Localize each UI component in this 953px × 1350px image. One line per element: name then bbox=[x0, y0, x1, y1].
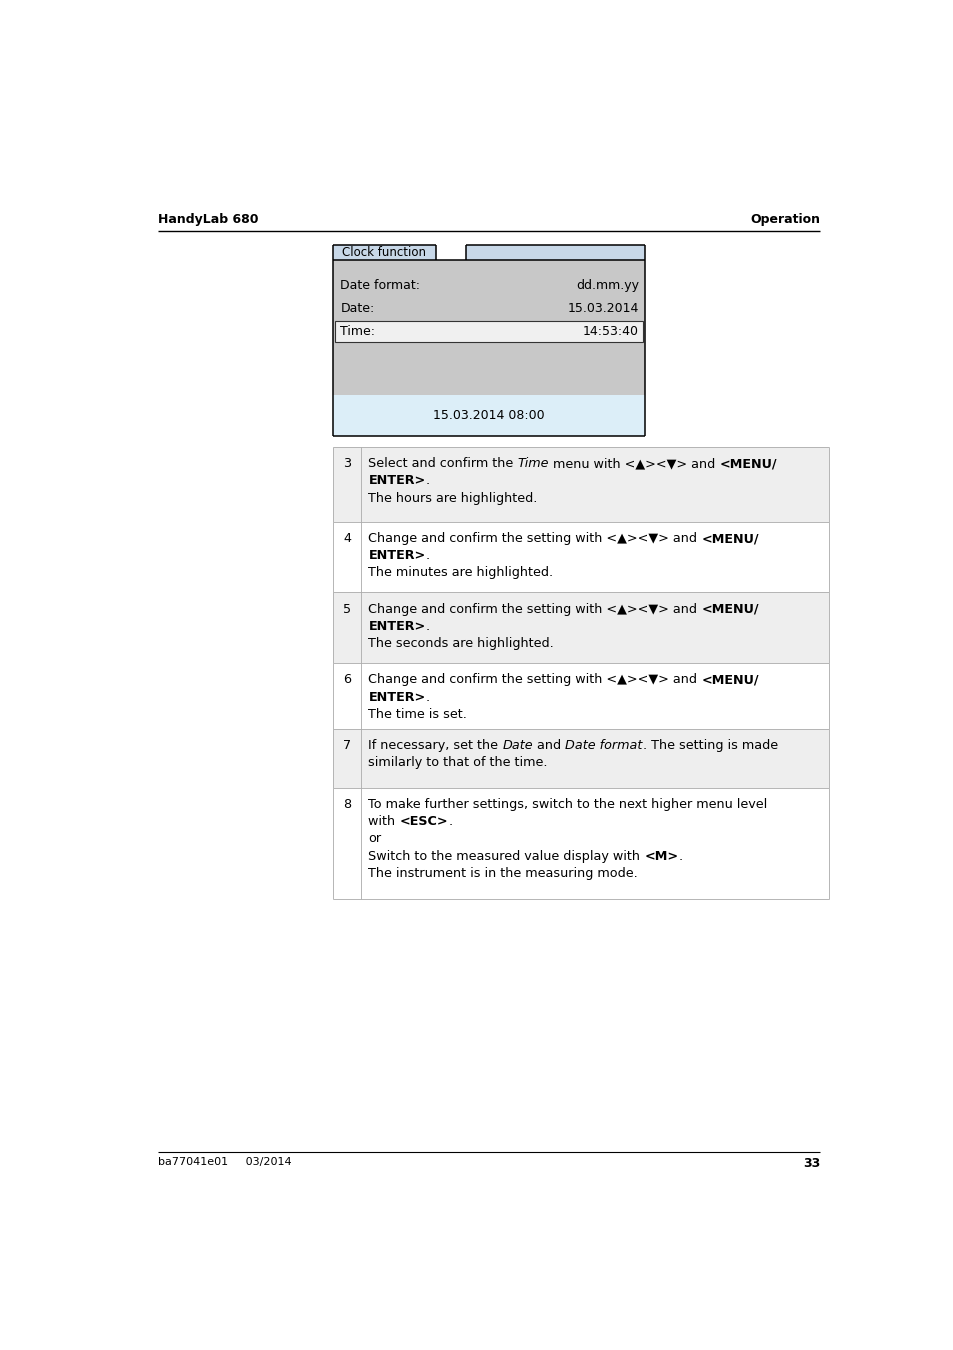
Text: Time: Time bbox=[517, 458, 549, 470]
Text: <MENU/: <MENU/ bbox=[700, 602, 759, 616]
Bar bbox=[333, 246, 436, 259]
Bar bbox=[333, 394, 644, 436]
Text: <MENU/: <MENU/ bbox=[719, 458, 776, 470]
Text: .: . bbox=[425, 474, 430, 487]
Text: ENTER>: ENTER> bbox=[368, 691, 425, 703]
Text: Date format: Date format bbox=[564, 738, 642, 752]
Bar bbox=[465, 246, 644, 259]
Text: 6: 6 bbox=[343, 674, 351, 686]
Text: 4: 4 bbox=[343, 532, 351, 545]
Bar bbox=[333, 259, 644, 436]
Text: similarly to that of the time.: similarly to that of the time. bbox=[368, 756, 547, 770]
Bar bbox=[333, 447, 828, 521]
Text: Clock function: Clock function bbox=[341, 246, 425, 259]
Text: The seconds are highlighted.: The seconds are highlighted. bbox=[368, 637, 554, 651]
Text: The minutes are highlighted.: The minutes are highlighted. bbox=[368, 567, 553, 579]
Text: <ESC>: <ESC> bbox=[399, 815, 448, 829]
Text: menu with <▲><▼> and: menu with <▲><▼> and bbox=[549, 458, 719, 470]
Text: ba77041e01     03/2014: ba77041e01 03/2014 bbox=[157, 1157, 291, 1166]
Text: Select and confirm the: Select and confirm the bbox=[368, 458, 517, 470]
Text: 5: 5 bbox=[342, 602, 351, 616]
Text: ENTER>: ENTER> bbox=[368, 474, 425, 487]
Text: The hours are highlighted.: The hours are highlighted. bbox=[368, 491, 537, 505]
Text: .: . bbox=[678, 849, 682, 863]
Bar bbox=[333, 593, 828, 663]
Text: Date: Date bbox=[502, 738, 533, 752]
Text: 3: 3 bbox=[342, 458, 351, 470]
Text: . The setting is made: . The setting is made bbox=[642, 738, 777, 752]
Text: .: . bbox=[448, 815, 452, 829]
Text: 15.03.2014: 15.03.2014 bbox=[567, 302, 639, 315]
Text: Change and confirm the setting with <▲><▼> and: Change and confirm the setting with <▲><… bbox=[368, 602, 700, 616]
Bar bbox=[335, 321, 642, 342]
Bar bbox=[333, 729, 828, 788]
Text: 15.03.2014 08:00: 15.03.2014 08:00 bbox=[433, 409, 544, 423]
Text: .: . bbox=[425, 549, 430, 562]
Text: HandyLab 680: HandyLab 680 bbox=[157, 213, 258, 225]
Text: Operation: Operation bbox=[749, 213, 820, 225]
Text: .: . bbox=[425, 691, 430, 703]
Text: or: or bbox=[368, 833, 381, 845]
Text: Change and confirm the setting with <▲><▼> and: Change and confirm the setting with <▲><… bbox=[368, 674, 700, 686]
Text: Date:: Date: bbox=[340, 302, 375, 315]
Text: and: and bbox=[533, 738, 564, 752]
Text: 7: 7 bbox=[342, 738, 351, 752]
Text: with: with bbox=[368, 815, 399, 829]
Text: Time:: Time: bbox=[340, 325, 375, 338]
Text: 33: 33 bbox=[802, 1157, 820, 1170]
Text: Date format:: Date format: bbox=[340, 279, 420, 292]
Text: To make further settings, switch to the next higher menu level: To make further settings, switch to the … bbox=[368, 798, 767, 811]
Text: 14:53:40: 14:53:40 bbox=[582, 325, 639, 338]
Text: <MENU/: <MENU/ bbox=[700, 674, 759, 686]
Text: dd.mm.yy: dd.mm.yy bbox=[576, 279, 639, 292]
Text: If necessary, set the: If necessary, set the bbox=[368, 738, 502, 752]
Text: .: . bbox=[425, 620, 430, 633]
Text: <M>: <M> bbox=[643, 849, 678, 863]
Text: Change and confirm the setting with <▲><▼> and: Change and confirm the setting with <▲><… bbox=[368, 532, 700, 545]
Text: <MENU/: <MENU/ bbox=[700, 532, 759, 545]
Text: The instrument is in the measuring mode.: The instrument is in the measuring mode. bbox=[368, 867, 638, 880]
Text: ENTER>: ENTER> bbox=[368, 549, 425, 562]
Text: The time is set.: The time is set. bbox=[368, 707, 467, 721]
Text: 8: 8 bbox=[342, 798, 351, 811]
Text: Switch to the measured value display with: Switch to the measured value display wit… bbox=[368, 849, 643, 863]
Text: ENTER>: ENTER> bbox=[368, 620, 425, 633]
